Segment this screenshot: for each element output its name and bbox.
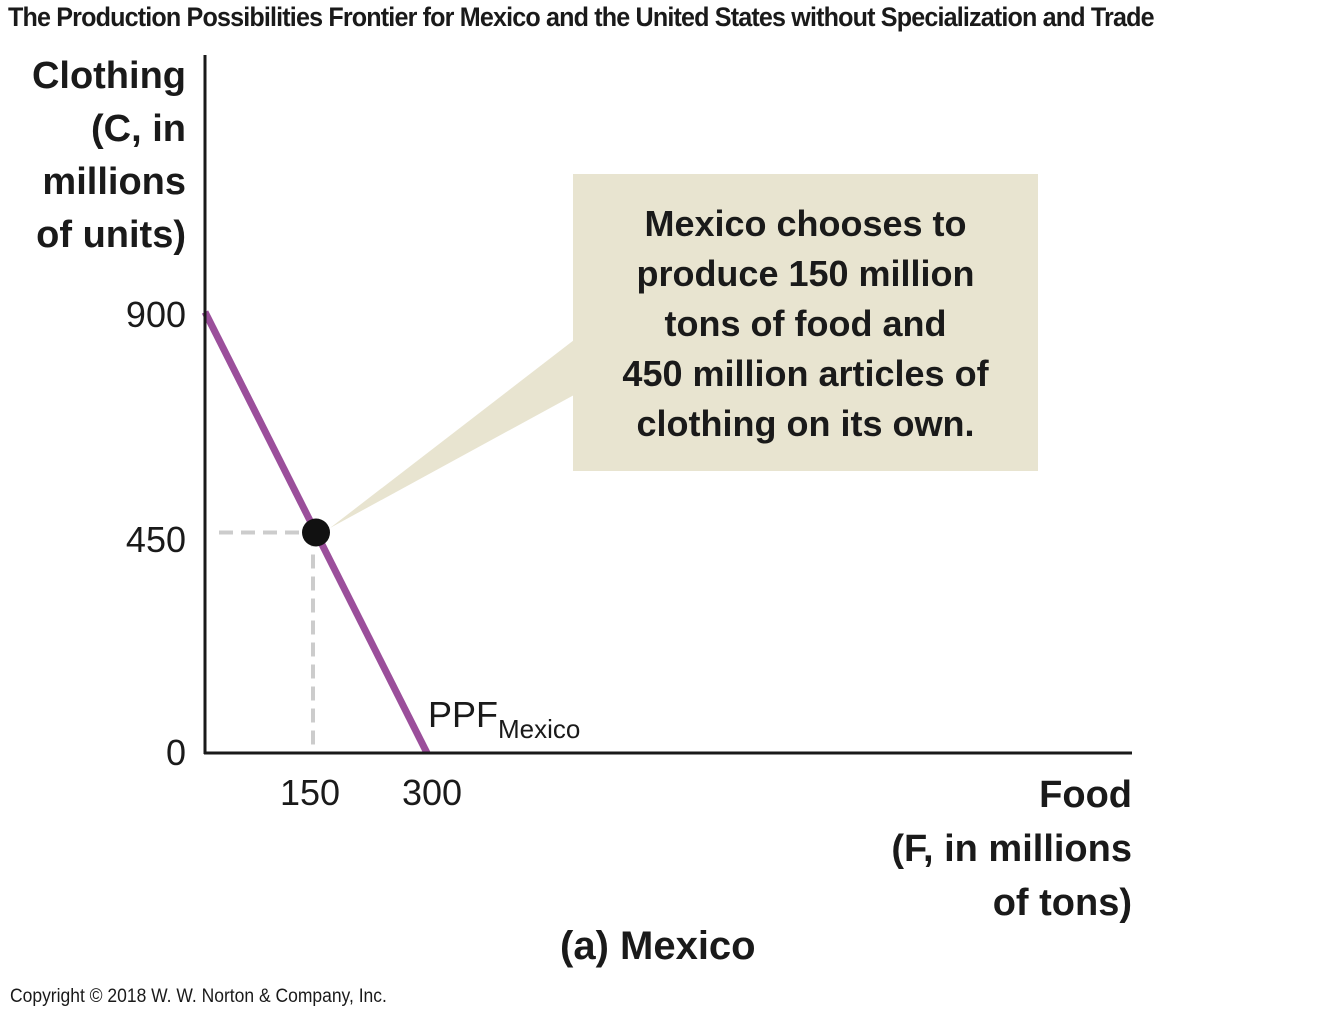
annotation-line: 450 million articles of: [622, 353, 989, 394]
y-tick-label-900: 900: [125, 294, 186, 335]
x-axis-label-line: (F, in millions: [891, 828, 1132, 870]
y-tick-label-450: 450: [125, 519, 186, 560]
annotation-callout: Mexico chooses to produce 150 million to…: [573, 174, 1038, 471]
y-axis-label-line: (C, in: [91, 108, 186, 150]
ppf-series-subscript: Mexico: [498, 714, 581, 744]
copyright-notice: Copyright © 2018 W. W. Norton & Company,…: [10, 986, 387, 1007]
annotation-line: tons of food and: [664, 303, 947, 344]
y-axis-label-line: of units): [36, 214, 186, 256]
x-axis-label: Food (F, in millions of tons): [830, 768, 1132, 930]
x-axis-label-line: of tons): [992, 882, 1132, 924]
x-tick-label-150: 150: [279, 772, 341, 813]
chart-title: The Production Possibilities Frontier fo…: [8, 2, 1155, 32]
annotation-line: Mexico chooses to: [644, 203, 967, 244]
y-axis-label-line: millions: [42, 161, 186, 203]
callout-pointer: [330, 340, 574, 528]
y-axis-label: Clothing (C, in millions of units): [0, 50, 186, 262]
x-axis-label-line: Food: [1039, 774, 1132, 816]
production-point: [302, 518, 330, 547]
annotation-line: produce 150 million: [636, 253, 975, 294]
annotation-line: clothing on its own.: [636, 403, 975, 444]
ppf-series-label: PPFMexico: [428, 697, 580, 747]
x-tick-label-300: 300: [401, 772, 463, 813]
y-tick-label-0: 0: [165, 732, 186, 773]
panel-label: (a) Mexico: [560, 924, 756, 968]
ppf-series-name: PPF: [428, 694, 499, 735]
y-axis-label-line: Clothing: [31, 55, 186, 97]
